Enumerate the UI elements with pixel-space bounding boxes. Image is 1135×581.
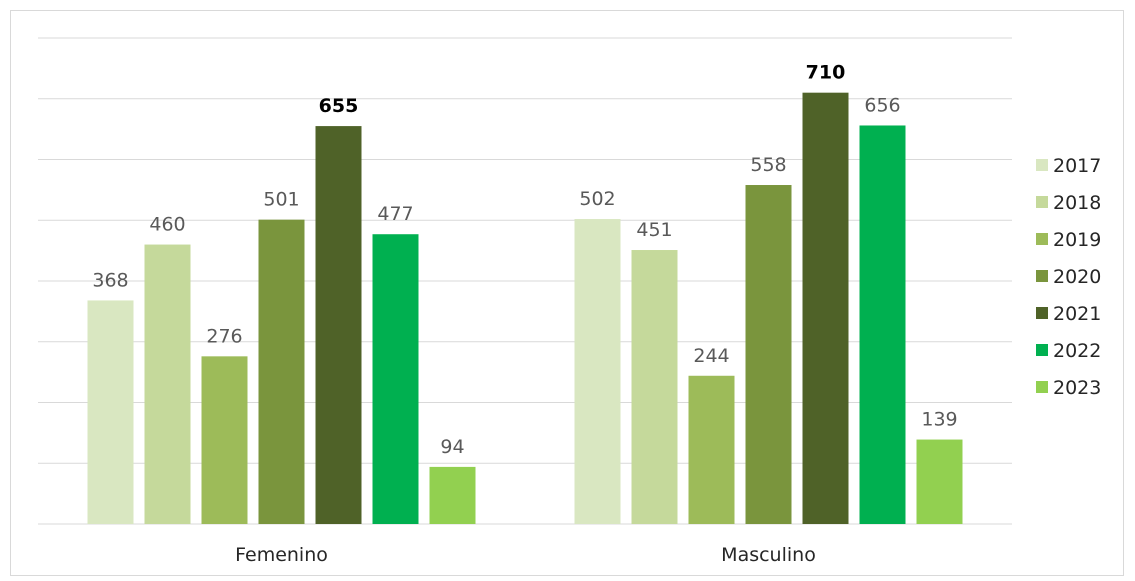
bars [87,92,963,525]
bar-2022-femenino [372,234,419,524]
legend-label: 2020 [1053,266,1101,288]
gridlines [38,37,1012,525]
category-label: Femenino [235,544,328,566]
category-label: Masculino [721,544,816,566]
legend-label: 2022 [1053,340,1101,362]
data-label: 451 [636,219,672,241]
bar-2017-masculino [574,219,621,524]
bar-2018-femenino [144,244,191,525]
data-label: 276 [206,325,242,347]
bar-2021-femenino [315,126,362,525]
bar-2023-masculino [916,439,963,524]
bar-2018-masculino [631,250,678,524]
data-labels: 368 460 276 501 655 477 94 502 451 244 558 710 656 13… [92,62,957,458]
legend-swatch [1036,344,1048,356]
legend-label: 2019 [1053,229,1101,251]
bar-2020-masculino [745,185,792,524]
legend-swatch [1036,270,1048,282]
legend-label: 2021 [1053,303,1101,325]
legend-label: 2018 [1053,192,1101,214]
legend-swatch [1036,159,1048,171]
data-label: 558 [750,154,786,176]
legend-swatch [1036,196,1048,208]
bar-2019-femenino [201,356,248,524]
data-label: 94 [440,436,464,458]
bar-2023-femenino [429,466,476,524]
bar-2021-masculino [802,92,849,525]
legend-swatch [1036,307,1048,319]
legend: 2017 2018 2019 2020 2021 2022 2023 [1036,155,1101,399]
data-label: 139 [921,409,957,431]
legend-label: 2023 [1053,377,1101,399]
data-label: 368 [92,269,128,291]
bar-2017-femenino [87,300,134,524]
data-label: 501 [263,189,299,211]
data-label: 502 [579,188,615,210]
data-label: 656 [864,94,900,116]
bar-2022-masculino [859,125,906,524]
legend-swatch [1036,233,1048,245]
category-labels: Femenino Masculino [235,544,816,566]
data-label: 460 [149,214,185,236]
data-label: 244 [693,345,729,367]
data-label: 710 [806,62,846,84]
legend-label: 2017 [1053,155,1101,177]
data-label: 655 [319,95,359,117]
bar-2019-masculino [688,375,735,524]
legend-swatch [1036,381,1048,393]
bar-2020-femenino [258,219,305,524]
data-label: 477 [377,203,413,225]
